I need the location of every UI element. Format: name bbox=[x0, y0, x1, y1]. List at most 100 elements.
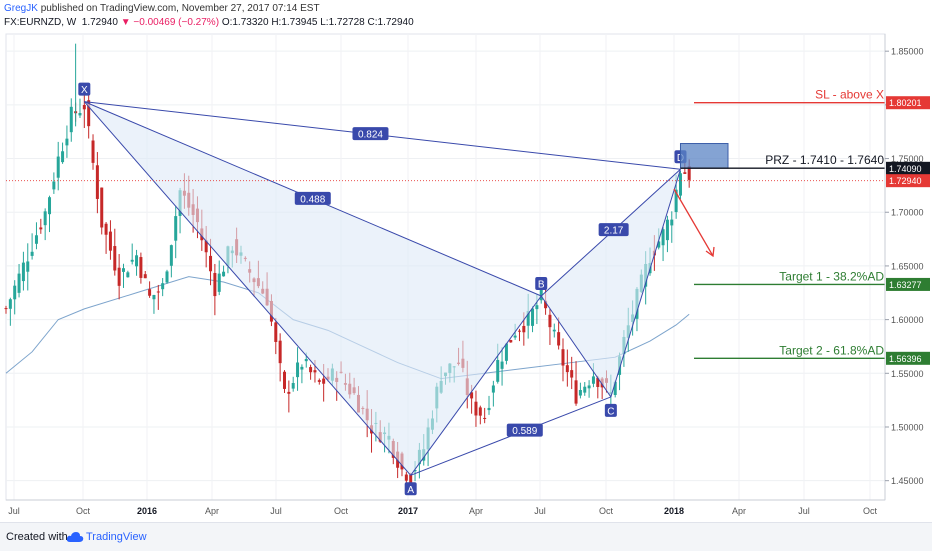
time-tick-label: Oct bbox=[863, 506, 878, 516]
candle-body bbox=[100, 187, 104, 228]
candle-body bbox=[52, 181, 56, 190]
candle-body bbox=[504, 343, 508, 361]
candle-body bbox=[48, 197, 52, 215]
candle-body bbox=[217, 273, 221, 292]
price-tick-label: 1.85000 bbox=[891, 47, 924, 57]
candle-body bbox=[313, 370, 317, 373]
price-label-text: 1.74090 bbox=[889, 164, 922, 174]
created-with-text: Created with bbox=[6, 531, 68, 543]
candle-body bbox=[152, 294, 156, 300]
ohlc-high: H:1.73945 bbox=[271, 17, 318, 28]
candle-body bbox=[91, 140, 95, 163]
candle-body bbox=[670, 219, 674, 226]
candle-body bbox=[513, 335, 517, 338]
candle-body bbox=[413, 469, 417, 472]
candle-body bbox=[491, 385, 495, 393]
candle-body bbox=[496, 359, 500, 382]
leg-bc bbox=[540, 295, 612, 398]
price-label-box bbox=[886, 174, 930, 188]
published-text: published on TradingView.com, November 2… bbox=[40, 3, 320, 14]
candle-body bbox=[565, 365, 569, 373]
candle-body bbox=[683, 172, 687, 174]
ratio-label-xb: 0.488 bbox=[294, 191, 331, 205]
level-label-0: SL - above X bbox=[815, 88, 884, 102]
candle-body bbox=[552, 329, 556, 332]
price-label: 1.56396 bbox=[886, 351, 930, 365]
price-label: 1.80201 bbox=[886, 96, 930, 110]
candle-body bbox=[34, 235, 38, 244]
price-tick-label: 1.45000 bbox=[891, 476, 924, 486]
ratio-text: 0.589 bbox=[512, 426, 537, 437]
candle-body bbox=[517, 330, 521, 332]
candle-body bbox=[291, 382, 295, 389]
candle-body bbox=[78, 113, 82, 116]
candle-body bbox=[596, 377, 600, 387]
prz-zone bbox=[679, 143, 729, 169]
candle-body bbox=[296, 362, 300, 378]
ratio-box bbox=[598, 223, 629, 237]
point-text: X bbox=[81, 85, 88, 96]
price-tick-label: 1.55000 bbox=[891, 369, 924, 379]
leg-xa bbox=[83, 101, 412, 476]
candle-body bbox=[409, 474, 413, 483]
candle-body bbox=[4, 308, 8, 310]
candle-body bbox=[95, 165, 99, 199]
candle-body bbox=[665, 219, 669, 241]
time-axis[interactable]: Jul Oct 2016 Apr Jul Oct 2017 Apr Jul Oct 2018 Apr J… bbox=[6, 499, 885, 516]
candle-body bbox=[583, 386, 587, 393]
candle-body bbox=[557, 332, 561, 346]
price-tick-label: 1.65000 bbox=[891, 261, 924, 271]
candle-body bbox=[126, 272, 130, 278]
candle-body bbox=[82, 105, 86, 110]
candle-body bbox=[209, 255, 213, 272]
symbol-name: FX:EURNZD, W bbox=[4, 17, 77, 28]
author-link[interactable]: GregJK bbox=[4, 3, 38, 14]
candle-body bbox=[678, 173, 682, 196]
candle-body bbox=[591, 376, 595, 384]
price-tick-label: 1.50000 bbox=[891, 422, 924, 432]
candle-body bbox=[574, 380, 578, 404]
level-label-1: PRZ - 1.7410 - 1.7640 bbox=[765, 153, 884, 167]
time-tick-label: Apr bbox=[732, 506, 746, 516]
candle-body bbox=[287, 391, 291, 394]
price-tick-label: 1.60000 bbox=[891, 315, 924, 325]
ratio-box bbox=[352, 127, 389, 141]
down-triangle-icon: ▼ bbox=[120, 17, 131, 28]
candle-body bbox=[30, 251, 34, 256]
candle-body bbox=[500, 361, 504, 369]
candle-body bbox=[317, 380, 321, 382]
level-label-3: Target 2 - 61.8%AD bbox=[779, 343, 884, 357]
candle-body bbox=[87, 100, 91, 127]
point-text: B bbox=[538, 279, 545, 290]
candle-body bbox=[174, 216, 178, 241]
price-label: 1.63277 bbox=[886, 277, 930, 291]
candle-body bbox=[143, 274, 147, 279]
candle-body bbox=[213, 272, 217, 297]
time-tick-label: Jul bbox=[798, 506, 810, 516]
candle-body bbox=[17, 273, 21, 293]
candle-body bbox=[561, 349, 565, 366]
candle-body bbox=[322, 378, 326, 384]
candle-body bbox=[108, 231, 112, 251]
candle-body bbox=[470, 392, 474, 399]
candle-body bbox=[674, 189, 678, 213]
price-label-box bbox=[886, 277, 930, 291]
candle-body bbox=[613, 381, 617, 395]
candle-body bbox=[535, 305, 539, 310]
price-tick-label: 1.75000 bbox=[891, 154, 924, 164]
ohlc-open: O:1.73320 bbox=[221, 17, 269, 28]
candle-body bbox=[121, 268, 125, 272]
tradingview-link[interactable]: TradingView bbox=[86, 531, 147, 543]
candle-body bbox=[69, 106, 73, 133]
price-axis[interactable]: 1.850001.800001.750001.700001.650001.600… bbox=[884, 34, 930, 500]
price-label-text: 1.63277 bbox=[889, 280, 922, 290]
candle-body bbox=[56, 156, 60, 178]
candle-body bbox=[578, 390, 582, 396]
tradingview-cloud-icon[interactable] bbox=[66, 530, 84, 544]
ratio-box bbox=[294, 191, 331, 205]
price-levels[interactable]: SL - above X PRZ - 1.7410 - 1.7640 Target … bbox=[6, 88, 885, 360]
candle-body bbox=[130, 259, 134, 262]
candle-body bbox=[43, 211, 47, 226]
